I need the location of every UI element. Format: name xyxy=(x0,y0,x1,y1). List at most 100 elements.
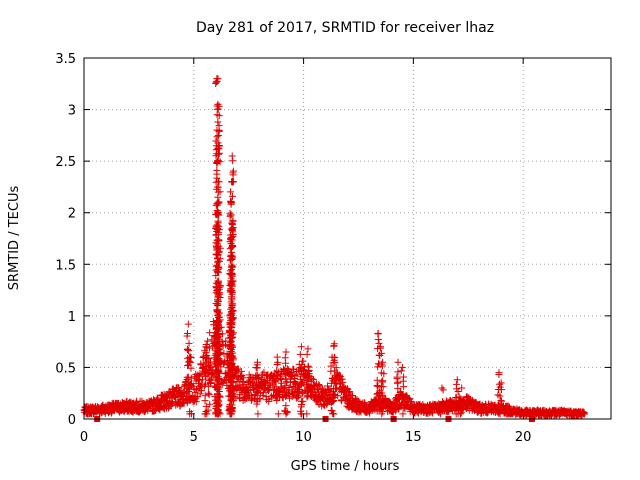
y-tick-label: 0.5 xyxy=(55,361,76,376)
data-point xyxy=(225,392,233,400)
data-points xyxy=(80,75,588,422)
data-point xyxy=(226,209,234,217)
data-point xyxy=(398,363,406,371)
data-point xyxy=(304,392,312,400)
data-point xyxy=(226,319,234,327)
data-point xyxy=(226,362,234,370)
data-point xyxy=(274,358,282,366)
data-point xyxy=(214,240,222,248)
data-point xyxy=(429,409,437,417)
data-point xyxy=(225,406,233,414)
data-point xyxy=(456,410,464,418)
data-point xyxy=(225,327,233,335)
data-point xyxy=(465,394,473,402)
data-point xyxy=(183,332,191,340)
data-point xyxy=(227,188,235,196)
data-point xyxy=(399,377,407,385)
data-point xyxy=(374,336,382,344)
data-point xyxy=(281,375,289,383)
data-point xyxy=(496,410,504,418)
data-point xyxy=(281,407,289,415)
data-point xyxy=(580,410,588,418)
data-point xyxy=(259,388,267,396)
data-point xyxy=(329,397,337,405)
data-point xyxy=(245,391,253,399)
data-point xyxy=(375,339,383,347)
data-point xyxy=(213,133,221,141)
data-point xyxy=(193,386,201,394)
data-point xyxy=(215,277,223,285)
data-point xyxy=(214,302,222,310)
data-point xyxy=(214,183,222,191)
data-point xyxy=(195,375,203,383)
data-point xyxy=(294,392,302,400)
data-point xyxy=(211,396,219,404)
data-point xyxy=(298,378,306,386)
data-point xyxy=(186,358,194,366)
data-point xyxy=(285,383,293,391)
data-point xyxy=(327,362,335,370)
data-point xyxy=(227,286,235,294)
data-point xyxy=(226,314,234,322)
data-point xyxy=(227,225,235,233)
data-point xyxy=(299,397,307,405)
y-axis-label: SRMTID / TECUs xyxy=(7,186,22,291)
data-point xyxy=(185,388,193,396)
data-point xyxy=(281,354,289,362)
data-point xyxy=(211,341,219,349)
data-point xyxy=(215,149,223,157)
data-point xyxy=(186,384,194,392)
data-point xyxy=(184,320,192,328)
data-point xyxy=(214,188,222,196)
data-point xyxy=(378,389,386,397)
data-point xyxy=(305,387,313,395)
data-point xyxy=(308,375,316,383)
data-point xyxy=(497,386,505,394)
data-point xyxy=(227,338,235,346)
data-point xyxy=(379,383,387,391)
data-point xyxy=(211,360,219,368)
data-point xyxy=(328,391,336,399)
data-point xyxy=(187,395,195,403)
data-point xyxy=(453,376,461,384)
data-point xyxy=(213,361,221,369)
data-point xyxy=(304,362,312,370)
data-point xyxy=(213,261,221,269)
data-point xyxy=(227,384,235,392)
data-point xyxy=(216,350,224,358)
data-point xyxy=(298,366,306,374)
data-point xyxy=(228,178,236,186)
data-point xyxy=(214,225,222,233)
data-point xyxy=(185,339,193,347)
data-point xyxy=(192,398,200,406)
data-point xyxy=(215,257,223,265)
data-point xyxy=(394,384,402,392)
data-point xyxy=(218,338,226,346)
y-tick-labels: 0 0.5 1 1.5 2 2.5 3 3.5 xyxy=(55,52,76,428)
data-point xyxy=(215,199,223,207)
data-point xyxy=(282,348,290,356)
data-point xyxy=(214,251,222,259)
data-point xyxy=(273,353,281,361)
data-point xyxy=(207,380,215,388)
x-tick-label: 20 xyxy=(515,430,532,445)
data-point xyxy=(297,343,305,351)
data-point xyxy=(338,397,346,405)
data-point xyxy=(212,283,220,291)
data-point xyxy=(253,361,261,369)
data-point xyxy=(437,410,445,418)
data-point xyxy=(268,394,276,402)
data-point xyxy=(264,387,272,395)
data-point xyxy=(206,400,214,408)
data-point xyxy=(253,396,261,404)
data-point xyxy=(378,395,386,403)
data-point xyxy=(378,410,386,418)
data-point xyxy=(213,174,221,182)
data-point xyxy=(204,337,212,345)
data-point xyxy=(295,386,303,394)
data-point xyxy=(366,409,374,417)
data-point xyxy=(187,353,195,361)
data-point xyxy=(397,367,405,375)
y-tick-label: 0 xyxy=(68,413,76,428)
data-point xyxy=(457,409,465,417)
